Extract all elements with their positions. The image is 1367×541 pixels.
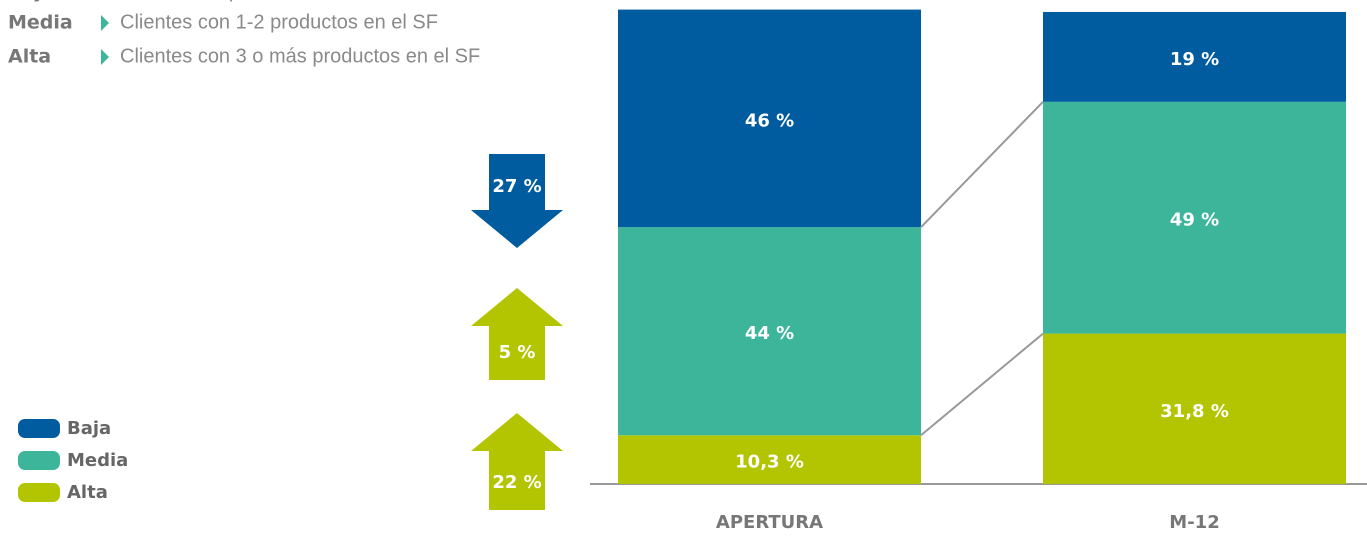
description-text: Clientes con 3 o más productos en el SF bbox=[120, 45, 480, 67]
legend-swatch bbox=[18, 419, 60, 438]
bar-segment bbox=[1043, 11, 1346, 102]
value-label: 46 % bbox=[745, 110, 794, 131]
connector-line bbox=[920, 101, 1044, 228]
bar-segment bbox=[618, 227, 921, 436]
bar-segment bbox=[618, 435, 921, 484]
description-name: Alta bbox=[8, 46, 51, 68]
description-text: Clientes sin productos en el SF bbox=[120, 0, 397, 2]
description-name: Media bbox=[8, 12, 73, 34]
bar-segment bbox=[1043, 333, 1346, 484]
change-arrow bbox=[471, 413, 563, 510]
description-text: Clientes con 1-2 productos en el SF bbox=[120, 11, 438, 33]
description-name: Baja bbox=[8, 0, 55, 3]
change-label: 5 % bbox=[499, 342, 536, 363]
value-label: 44 % bbox=[745, 323, 794, 344]
bar-segment bbox=[1043, 101, 1346, 334]
change-arrow bbox=[471, 154, 563, 248]
value-label: 49 % bbox=[1170, 210, 1219, 231]
value-label: 10,3 % bbox=[735, 452, 804, 473]
bar-segment bbox=[618, 9, 921, 228]
change-label: 22 % bbox=[492, 472, 541, 493]
x-tick-label: M-12 bbox=[1169, 512, 1219, 533]
value-label: 31,8 % bbox=[1160, 401, 1229, 422]
connector-line bbox=[920, 332, 1044, 437]
x-tick-label: APERTURA bbox=[716, 512, 823, 533]
legend-label: Media bbox=[67, 450, 128, 471]
change-label: 27 % bbox=[492, 176, 541, 197]
bullet-icon bbox=[101, 15, 109, 31]
legend-label: Baja bbox=[67, 418, 111, 439]
value-label: 19 % bbox=[1170, 49, 1219, 70]
legend-swatch bbox=[18, 483, 60, 502]
legend-label: Alta bbox=[67, 482, 108, 503]
bullet-icon bbox=[101, 49, 109, 65]
change-arrow bbox=[471, 288, 563, 380]
legend-swatch bbox=[18, 451, 60, 470]
